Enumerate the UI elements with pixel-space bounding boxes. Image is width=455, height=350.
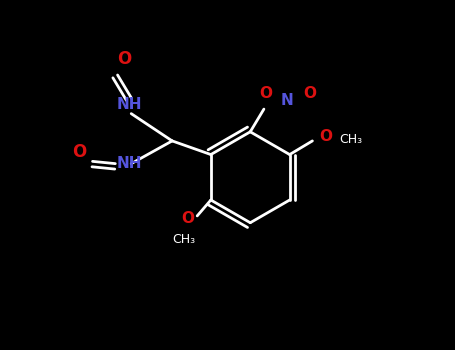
Text: N: N — [280, 92, 293, 107]
Text: O: O — [182, 211, 195, 226]
Text: CH₃: CH₃ — [172, 233, 195, 246]
Text: O: O — [303, 86, 316, 101]
Text: CH₃: CH₃ — [339, 133, 363, 146]
Text: O: O — [319, 129, 333, 144]
Text: NH: NH — [116, 97, 142, 112]
Text: O: O — [117, 50, 131, 68]
Text: O: O — [260, 86, 273, 101]
Text: NH: NH — [116, 156, 142, 171]
Text: O: O — [72, 143, 86, 161]
